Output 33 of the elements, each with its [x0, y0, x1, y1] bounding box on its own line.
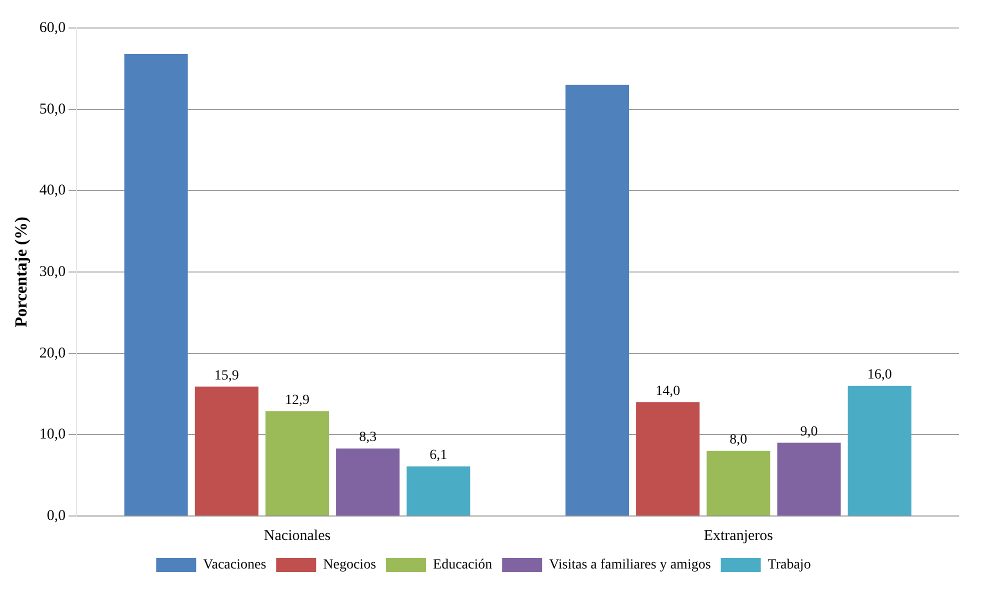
bar [565, 84, 629, 516]
data-label: 15,9 [214, 368, 239, 384]
y-tick-label: 60,0 [39, 20, 66, 36]
x-tick-label: Extranjeros [704, 528, 774, 544]
y-tick-label: 40,0 [39, 182, 66, 199]
legend-label: Vacaciones [203, 558, 266, 573]
bar [194, 386, 258, 516]
legend-label: Negocios [323, 558, 376, 573]
data-label: 6,1 [430, 448, 448, 464]
y-tick-label: 20,0 [39, 345, 66, 362]
y-tick-label: 30,0 [39, 264, 66, 280]
data-label: 9,0 [800, 424, 818, 440]
bar [848, 386, 912, 516]
data-label: 8,3 [359, 430, 377, 446]
bar [636, 402, 700, 516]
legend-label: Educación [433, 558, 492, 573]
data-label: 12,9 [284, 392, 310, 408]
legend-label: Visitas a familiares y amigos [549, 558, 711, 573]
y-tick-label: 0,0 [46, 508, 66, 524]
data-label: 14,0 [656, 384, 680, 399]
data-label: 8,0 [730, 432, 748, 448]
bar [265, 411, 329, 516]
y-tick-label: 50,0 [39, 101, 66, 118]
legend-label: Trabajo [768, 558, 811, 573]
y-axis-title: Porcentaje (%) [12, 216, 31, 328]
y-tick-label: 10,0 [39, 426, 66, 443]
x-tick-label: Nacionales [264, 528, 331, 544]
data-label: 16,0 [867, 368, 892, 383]
bar [124, 54, 188, 516]
bar [406, 466, 470, 516]
bar [706, 450, 770, 516]
bar [336, 448, 400, 516]
bar [777, 442, 841, 516]
